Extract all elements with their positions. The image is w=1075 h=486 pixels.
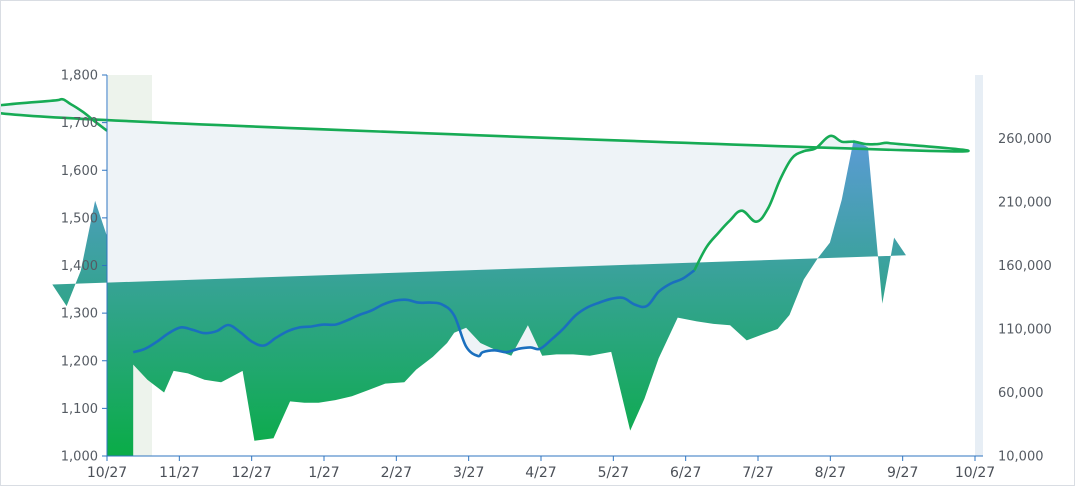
right-y-tick-label: 60,000 <box>998 386 1044 401</box>
x-tick-label: 12/27 <box>231 465 271 481</box>
x-tick-label: 6/27 <box>670 465 701 481</box>
x-tick-label: 11/27 <box>159 465 199 481</box>
x-ticks: 10/27 11/27 12/27 1/27 2/27 3/27 4/27 5/27 6/27 7… <box>87 456 995 481</box>
left-y-tick-label: 1,500 <box>61 211 98 226</box>
right-y-tick-label: 10,000 <box>998 450 1044 465</box>
left-y-tick-label: 1,200 <box>61 354 98 369</box>
x-tick-label: 1/27 <box>308 465 339 481</box>
x-tick-label: 8/27 <box>815 465 846 481</box>
left-y-tick-label: 1,700 <box>61 116 98 131</box>
right-y-tick-label: 110,000 <box>998 323 1052 338</box>
right-shaded-band <box>975 75 983 456</box>
x-tick-label: 3/27 <box>453 465 484 481</box>
left-y-tick-label: 1,600 <box>61 164 98 179</box>
right-y-tick-label: 160,000 <box>998 259 1052 274</box>
right-y-ticks: 10,000 60,000 110,000 160,000 210,000 260,000 <box>998 132 1052 465</box>
right-y-tick-label: 260,000 <box>998 132 1052 147</box>
left-y-tick-label: 1,400 <box>61 259 98 274</box>
x-tick-label: 2/27 <box>381 465 412 481</box>
left-y-tick-label: 1,800 <box>61 69 98 84</box>
x-tick-label: 5/27 <box>598 465 629 481</box>
x-tick-label: 7/27 <box>742 465 773 481</box>
x-tick-label: 10/27 <box>87 465 127 481</box>
right-y-tick-label: 210,000 <box>998 196 1052 211</box>
left-y-tick-label: 1,000 <box>61 450 98 465</box>
index-line <box>132 269 696 358</box>
x-tick-label: 10/27 <box>955 465 995 481</box>
left-y-tick-label: 1,100 <box>61 402 98 417</box>
x-tick-label: 4/27 <box>525 465 556 481</box>
volume-area <box>52 139 907 457</box>
left-y-ticks: 1,000 1,100 1,200 1,300 1,400 1,500 1,600 1,700… <box>61 69 107 465</box>
x-tick-label: 9/27 <box>887 465 918 481</box>
index-line-recent <box>1 97 970 271</box>
left-y-tick-label: 1,300 <box>61 307 98 322</box>
